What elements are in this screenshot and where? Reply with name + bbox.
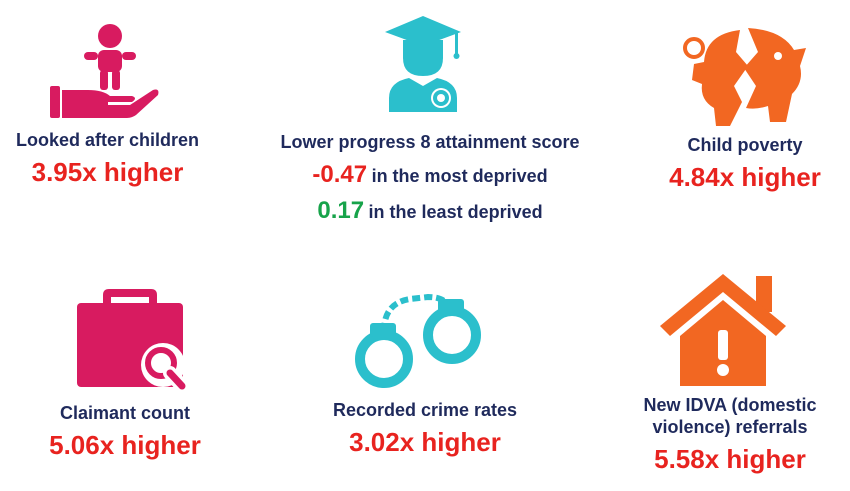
claimant-value: 5.06x higher xyxy=(49,430,201,460)
idva-value: 5.58x higher xyxy=(654,444,806,474)
crime-value: 3.02x higher xyxy=(349,427,501,457)
child-poverty-label: Child poverty xyxy=(687,135,803,155)
progress8-most-row: -0.47 in the most deprived xyxy=(255,161,605,189)
progress8-least-text: in the least deprived xyxy=(368,202,543,222)
progress8-most-text: in the most deprived xyxy=(371,166,548,186)
progress8-label: Lower progress 8 attainment score xyxy=(280,132,580,152)
house-warning-icon xyxy=(660,274,786,386)
hand-holding-child-icon xyxy=(50,24,159,118)
idva-label-line2: violence) referrals xyxy=(652,417,808,437)
looked-after-label: Looked after children xyxy=(15,130,200,150)
briefcase-search-icon xyxy=(77,289,190,393)
graduate-icon xyxy=(385,16,461,112)
child-poverty-value: 4.84x higher xyxy=(669,162,821,192)
claimant-label: Claimant count xyxy=(59,403,190,423)
progress8-least-row: 0.17 in the least deprived xyxy=(255,197,605,225)
broken-piggy-bank-icon xyxy=(683,28,806,126)
crime-label: Recorded crime rates xyxy=(332,400,518,420)
looked-after-value: 3.95x higher xyxy=(31,157,184,187)
idva-label-line1: New IDVA (domestic xyxy=(643,395,817,415)
progress8-most-value: -0.47 xyxy=(312,161,368,188)
handcuffs-icon xyxy=(355,293,481,388)
progress8-least-value: 0.17 xyxy=(317,197,365,224)
